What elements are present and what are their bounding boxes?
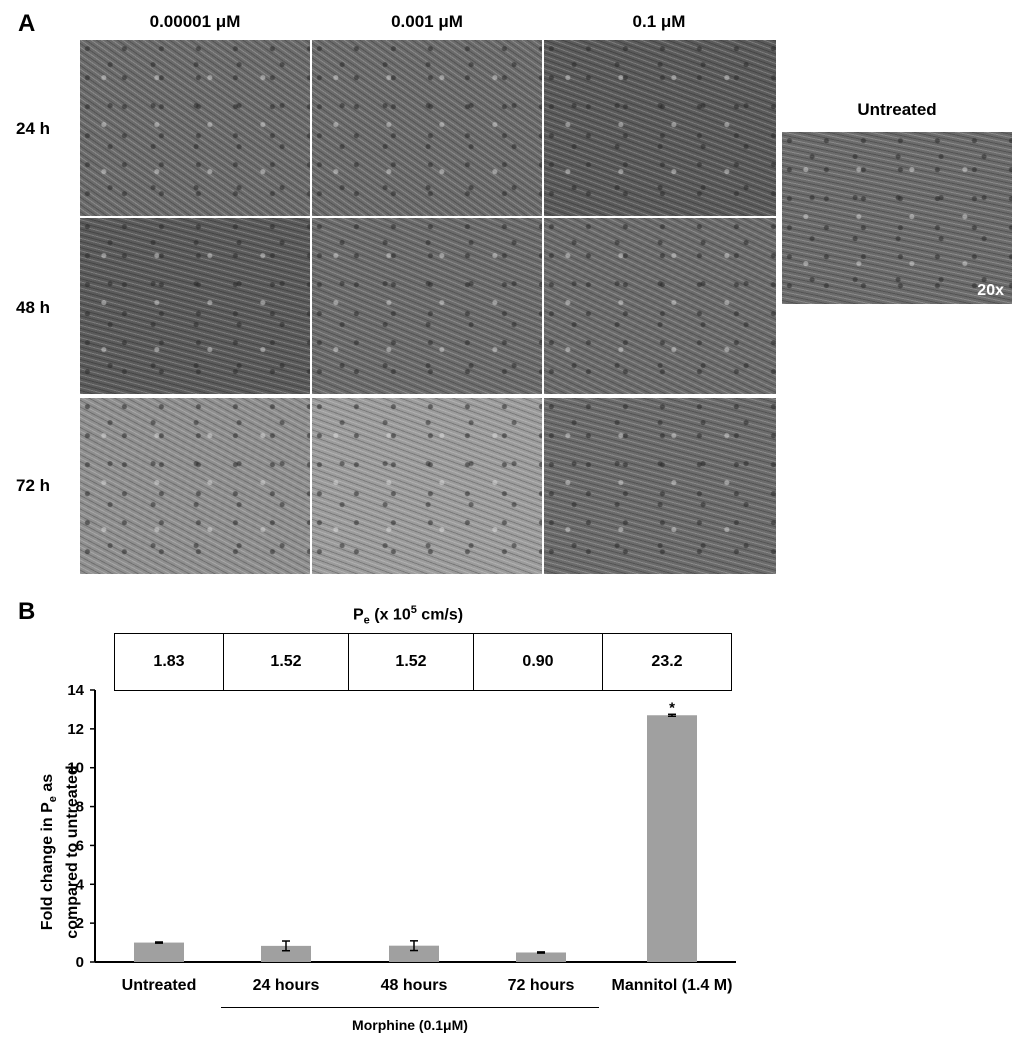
y-tick-label: 4 [76,876,85,893]
y-tick-label: 6 [76,837,84,854]
bar-4 [647,715,697,962]
pe-table-title: Pe (x 105 cm/s) [353,604,464,627]
morphine-group-line [221,1007,599,1008]
micrograph-72h-0.00001 [80,398,310,574]
row-header-72h: 72 h [16,476,51,495]
panel-a-label: A [18,10,36,37]
panel-b-label: B [18,598,36,625]
row-header-24h: 24 h [16,119,51,138]
micrograph-72h-0.1 [544,398,776,574]
micrograph-24h-0.1 [544,40,776,216]
x-category-label-0: Untreated [122,977,197,994]
bar-3 [516,952,566,962]
y-tick-label: 10 [67,760,84,777]
row-header-48h: 48 h [16,298,51,317]
micrograph-24h-0.00001 [80,40,310,216]
y-tick-label: 0 [76,954,84,971]
bar-1 [261,945,311,962]
morphine-group-label: Morphine (0.1μM) [352,1017,468,1033]
micrograph-48h-0.00001 [80,218,310,394]
bar-0 [134,942,184,962]
y-tick-label: 2 [76,915,84,932]
y-tick-label: 14 [67,682,84,699]
column-header-0.001: 0.001 μM [391,12,463,31]
pe-cell-mannitol: 23.2 [602,633,732,691]
x-category-label-1: 24 hours [253,977,320,994]
micrograph-untreated: 20x [782,132,1012,304]
pe-cell-48h: 1.52 [348,633,474,691]
magnification-label: 20x [977,282,1004,299]
micrograph-24h-0.001 [312,40,542,216]
pe-table: 1.83 1.52 1.52 0.90 23.2 [114,633,732,691]
column-header-0.1: 0.1 μM [632,12,686,31]
micrograph-72h-0.001 [312,398,542,574]
pe-cell-72h: 0.90 [473,633,603,691]
pe-table-row: 1.83 1.52 1.52 0.90 23.2 [114,633,732,691]
significance-marker-4: * [669,699,675,716]
micrograph-48h-0.1 [544,218,776,394]
x-category-label-3: 72 hours [508,977,575,994]
x-category-label-2: 48 hours [381,977,448,994]
column-header-0.00001: 0.00001 μM [149,12,241,31]
pe-cell-untreated: 1.83 [114,633,224,691]
y-tick-label: 8 [76,799,84,816]
untreated-header: Untreated [857,100,937,119]
y-tick-label: 12 [67,721,84,738]
bar-2 [389,945,439,962]
x-category-label-4: Mannitol (1.4 M) [612,977,733,994]
micrograph-48h-0.001 [312,218,542,394]
